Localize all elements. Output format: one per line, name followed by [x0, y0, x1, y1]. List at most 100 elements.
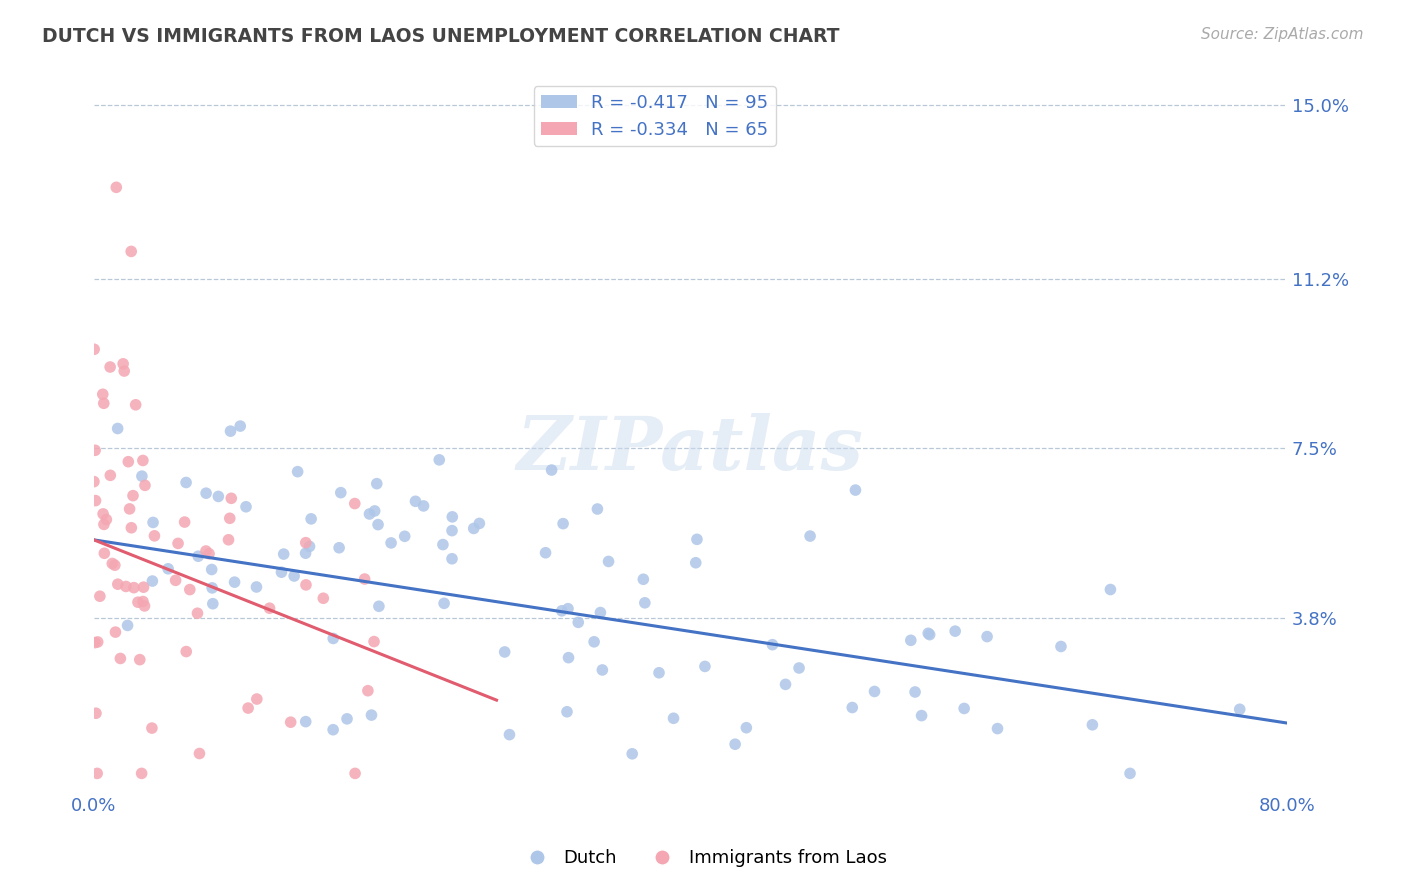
Immigrants from Laos	[115, 579, 138, 593]
Dutch	[107, 421, 129, 435]
Dutch	[294, 714, 316, 729]
Immigrants from Laos	[91, 507, 114, 521]
Dutch	[557, 650, 579, 665]
Immigrants from Laos	[141, 721, 163, 735]
Dutch	[270, 565, 292, 579]
Dutch	[583, 635, 606, 649]
Immigrants from Laos	[312, 591, 335, 606]
Dutch	[775, 677, 797, 691]
Text: ZIPatlas: ZIPatlas	[517, 413, 863, 485]
Dutch	[441, 509, 464, 524]
Dutch	[329, 485, 352, 500]
Immigrants from Laos	[112, 357, 135, 371]
Dutch	[366, 476, 388, 491]
Immigrants from Laos	[122, 581, 145, 595]
Dutch	[235, 500, 257, 514]
Dutch	[567, 615, 589, 630]
Text: Source: ZipAtlas.com: Source: ZipAtlas.com	[1201, 27, 1364, 42]
Immigrants from Laos	[218, 511, 240, 525]
Immigrants from Laos	[91, 387, 114, 401]
Immigrants from Laos	[98, 359, 121, 374]
Dutch	[1050, 640, 1073, 654]
Immigrants from Laos	[186, 606, 208, 620]
Dutch	[299, 512, 322, 526]
Immigrants from Laos	[294, 535, 316, 549]
Dutch	[359, 507, 381, 521]
Dutch	[844, 483, 866, 497]
Dutch	[662, 711, 685, 725]
Dutch	[328, 541, 350, 555]
Immigrants from Laos	[84, 493, 107, 508]
Immigrants from Laos	[132, 453, 155, 467]
Dutch	[367, 517, 389, 532]
Immigrants from Laos	[93, 517, 115, 532]
Dutch	[229, 419, 252, 434]
Dutch	[201, 581, 224, 595]
Dutch	[174, 475, 197, 490]
Immigrants from Laos	[93, 396, 115, 410]
Immigrants from Laos	[143, 529, 166, 543]
Immigrants from Laos	[89, 589, 111, 603]
Dutch	[294, 546, 316, 560]
Immigrants from Laos	[120, 521, 142, 535]
Dutch	[287, 465, 309, 479]
Immigrants from Laos	[165, 574, 187, 588]
Immigrants from Laos	[179, 582, 201, 597]
Immigrants from Laos	[128, 653, 150, 667]
Immigrants from Laos	[363, 634, 385, 648]
Immigrants from Laos	[101, 557, 124, 571]
Immigrants from Laos	[127, 595, 149, 609]
Dutch	[685, 556, 707, 570]
Dutch	[412, 499, 434, 513]
Immigrants from Laos	[84, 635, 107, 649]
Dutch	[589, 606, 612, 620]
Dutch	[498, 728, 520, 742]
Immigrants from Laos	[194, 544, 217, 558]
Immigrants from Laos	[86, 635, 108, 649]
Immigrants from Laos	[93, 546, 115, 560]
Dutch	[283, 569, 305, 583]
Dutch	[219, 424, 242, 438]
Dutch	[463, 521, 485, 535]
Immigrants from Laos	[122, 489, 145, 503]
Dutch	[724, 737, 747, 751]
Dutch	[633, 572, 655, 586]
Immigrants from Laos	[188, 747, 211, 761]
Dutch	[322, 632, 344, 646]
Immigrants from Laos	[107, 577, 129, 591]
Immigrants from Laos	[120, 244, 142, 259]
Dutch	[201, 597, 224, 611]
Dutch	[693, 659, 716, 673]
Immigrants from Laos	[104, 558, 127, 573]
Immigrants from Laos	[96, 512, 118, 526]
Dutch	[360, 708, 382, 723]
Dutch	[943, 624, 966, 639]
Immigrants from Laos	[110, 651, 132, 665]
Immigrants from Laos	[295, 578, 318, 592]
Immigrants from Laos	[117, 455, 139, 469]
Dutch	[1081, 718, 1104, 732]
Immigrants from Laos	[98, 468, 121, 483]
Immigrants from Laos	[236, 701, 259, 715]
Dutch	[433, 596, 456, 610]
Dutch	[534, 546, 557, 560]
Legend: Dutch, Immigrants from Laos: Dutch, Immigrants from Laos	[512, 842, 894, 874]
Dutch	[141, 574, 163, 588]
Dutch	[953, 701, 976, 715]
Dutch	[555, 705, 578, 719]
Dutch	[591, 663, 613, 677]
Immigrants from Laos	[131, 766, 153, 780]
Immigrants from Laos	[112, 364, 135, 378]
Dutch	[1229, 702, 1251, 716]
Dutch	[841, 700, 863, 714]
Dutch	[557, 601, 579, 615]
Dutch	[195, 486, 218, 500]
Immigrants from Laos	[132, 594, 155, 608]
Dutch	[298, 540, 321, 554]
Dutch	[540, 463, 562, 477]
Dutch	[551, 516, 574, 531]
Legend: R = -0.417   N = 95, R = -0.334   N = 65: R = -0.417 N = 95, R = -0.334 N = 65	[533, 87, 776, 146]
Dutch	[621, 747, 644, 761]
Dutch	[735, 721, 758, 735]
Dutch	[224, 575, 246, 590]
